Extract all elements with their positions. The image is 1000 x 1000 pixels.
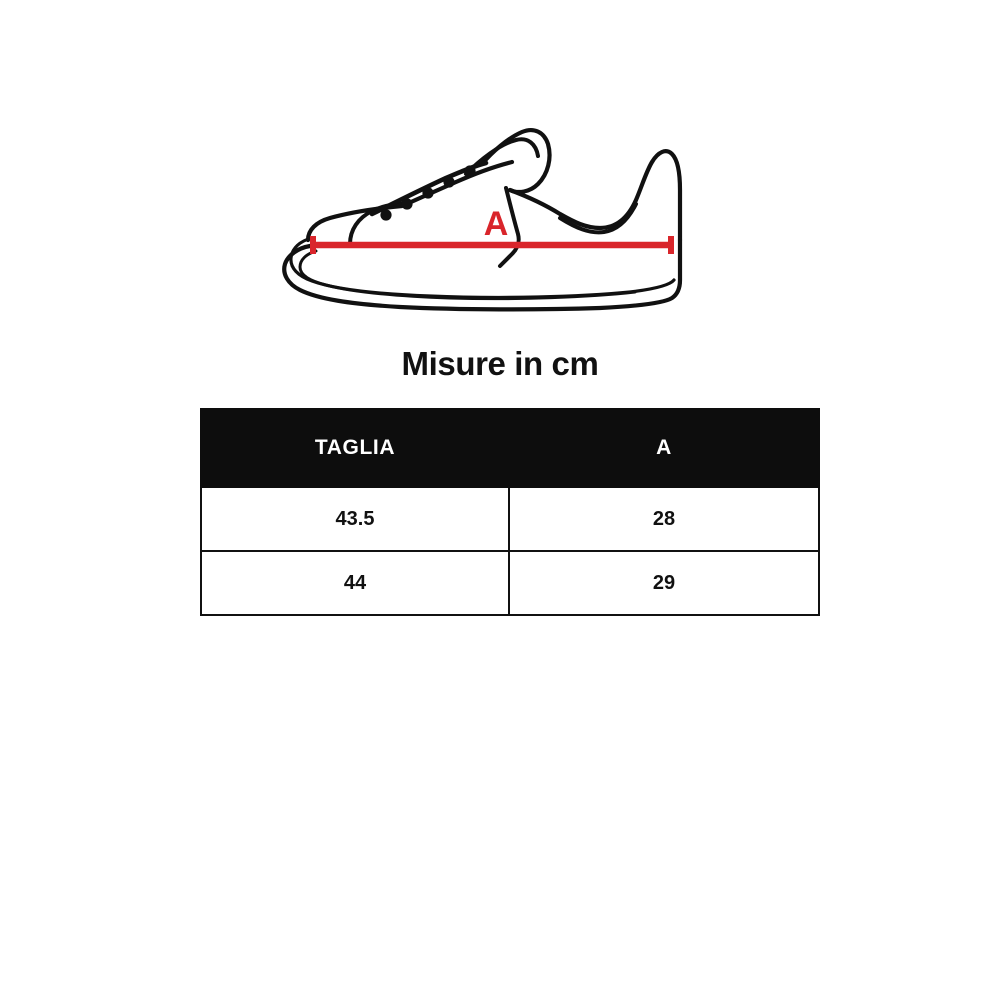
eyelet-icon [401, 198, 413, 210]
table-row: 44 29 [200, 550, 820, 616]
cell-a: 28 [508, 486, 820, 552]
eyelet-icon [443, 176, 455, 188]
column-header-a: A [508, 408, 820, 488]
sneaker-illustration: A [282, 127, 683, 312]
cell-taglia: 44 [200, 550, 510, 616]
measurement-label-a: A [484, 205, 509, 243]
cell-taglia: 43.5 [200, 486, 510, 552]
size-table-container: TAGLIA A 43.5 28 44 29 [200, 408, 820, 616]
sneaker-diagram: A [260, 118, 720, 323]
size-table: TAGLIA A 43.5 28 44 29 [200, 408, 820, 616]
table-row: 43.5 28 [200, 486, 820, 552]
cell-a: 29 [508, 550, 820, 616]
vamp-seam [348, 201, 410, 246]
outsole-path [282, 237, 683, 312]
measurement-line-group [310, 236, 674, 254]
page-title: Misure in cm [401, 345, 599, 382]
size-table-body: 43.5 28 44 29 [200, 486, 820, 616]
collar-inner-line [558, 202, 638, 235]
table-header-row: TAGLIA A [200, 408, 820, 488]
size-table-header: TAGLIA A [200, 408, 820, 488]
collar-heel-outline [507, 149, 683, 243]
column-header-taglia: TAGLIA [200, 408, 510, 488]
tongue-inner-fold [464, 137, 540, 176]
heel-side-panel-seam [498, 186, 521, 268]
midsole-stripe-lower [298, 249, 637, 301]
eyelet-icon [422, 187, 434, 199]
tongue-outline [479, 127, 552, 195]
eyelet-icon [380, 209, 392, 221]
